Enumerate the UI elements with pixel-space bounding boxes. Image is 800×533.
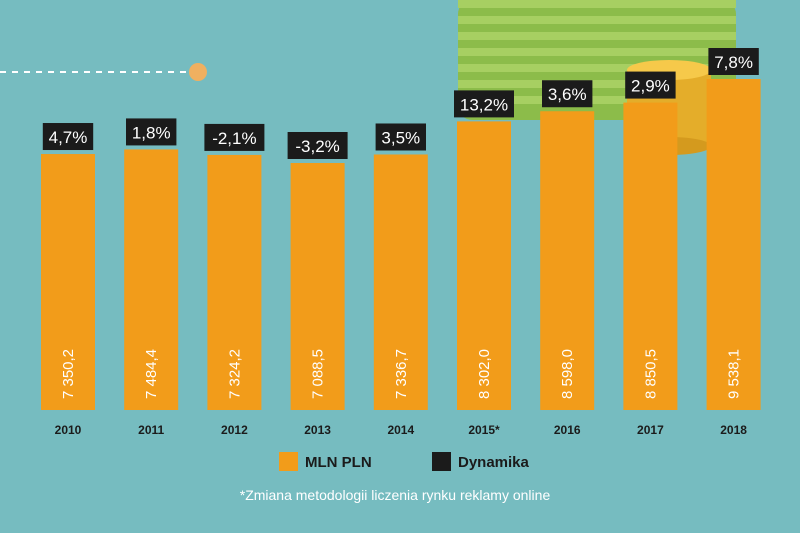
dynamics-label: 1,8% xyxy=(132,123,171,142)
dynamics-label: -2,1% xyxy=(212,129,256,148)
dynamics-badge xyxy=(375,123,426,151)
legend-swatch-dynamika xyxy=(432,452,451,471)
bar-2014 xyxy=(373,154,428,410)
legend-label: Dynamika xyxy=(458,454,530,471)
dynamics-badge xyxy=(287,132,348,159)
x-tick-label: 2017 xyxy=(637,423,664,437)
bar-value-label: 7 350,2 xyxy=(60,349,77,399)
dynamics-badge xyxy=(542,80,593,108)
bar-value-label: 7 336,7 xyxy=(393,349,410,399)
legend: MLN PLN Dynamika xyxy=(279,452,530,471)
bar-2010 xyxy=(41,154,95,410)
x-tick-label: 2015* xyxy=(468,423,500,437)
x-tick-label: 2013 xyxy=(304,423,331,437)
dynamics-badge xyxy=(708,48,759,75)
bar-value-label: 7 088,5 xyxy=(310,349,327,399)
x-tick-label: 2018 xyxy=(720,423,747,437)
bar-value-label: 9 538,1 xyxy=(726,349,743,399)
dynamics-badge xyxy=(454,90,514,118)
bar-2018 xyxy=(706,79,761,410)
x-tick-label: 2012 xyxy=(221,423,248,437)
legend-label: MLN PLN xyxy=(305,454,372,471)
bar-value-label: 7 324,2 xyxy=(226,349,243,399)
dynamics-label: 7,8% xyxy=(714,53,753,72)
footnote: *Zmiana metodologii liczenia rynku rekla… xyxy=(240,487,551,503)
bars-layer: 7 350,2 4,7% 2010 7 484,4 1,8% 2011 7 324,2 -2,… xyxy=(41,48,761,437)
bar-2017 xyxy=(623,102,678,410)
dynamics-badge xyxy=(625,71,676,99)
legend-swatch-mln-pln xyxy=(279,452,298,471)
dynamics-label: 13,2% xyxy=(460,95,508,114)
bar-2016 xyxy=(540,111,595,410)
bar-2011 xyxy=(124,149,179,410)
dynamics-label: -3,2% xyxy=(295,137,339,156)
dynamics-badge xyxy=(42,123,94,151)
dynamics-label: 3,6% xyxy=(548,85,587,104)
bar-value-label: 8 302,0 xyxy=(476,349,493,399)
bar-value-label: 8 850,5 xyxy=(642,349,659,399)
dynamics-label: 3,5% xyxy=(381,128,420,147)
bar-value-label: 8 598,0 xyxy=(559,349,576,399)
dynamics-label: 2,9% xyxy=(631,77,670,96)
bar-2012 xyxy=(207,154,262,410)
bar-2015* xyxy=(457,121,511,411)
dynamics-badge xyxy=(204,123,265,151)
x-tick-label: 2011 xyxy=(138,423,164,437)
dashed-line-decoration xyxy=(0,63,207,81)
bar-value-label: 7 484,4 xyxy=(143,349,160,399)
x-tick-label: 2014 xyxy=(387,423,414,437)
x-tick-label: 2016 xyxy=(554,423,581,437)
dynamics-badge xyxy=(126,118,177,146)
x-tick-label: 2010 xyxy=(55,423,82,437)
bar-2013 xyxy=(290,163,345,410)
dynamics-label: 4,7% xyxy=(49,128,88,147)
